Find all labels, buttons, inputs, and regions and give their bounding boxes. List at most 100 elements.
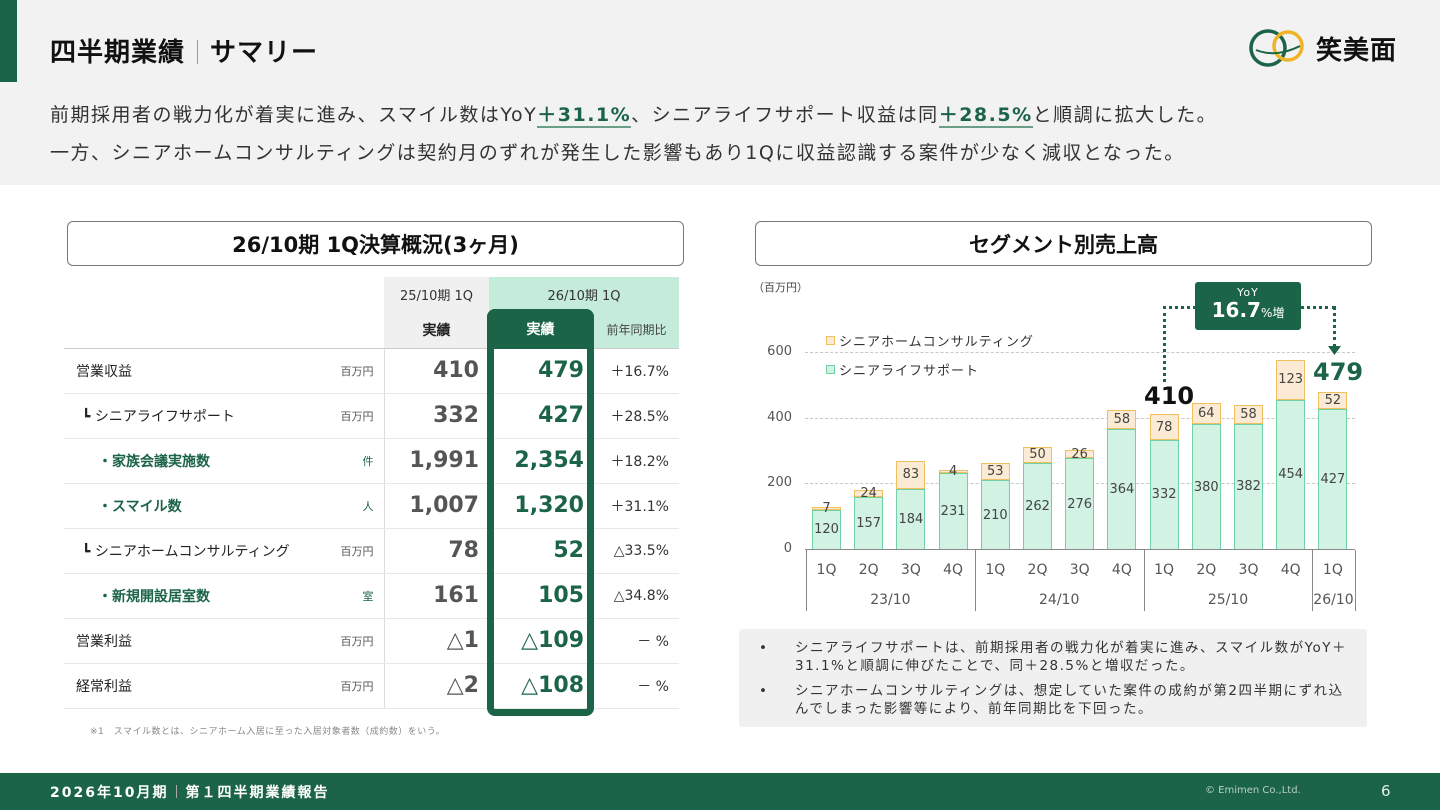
bar-segment-life-support: 332 <box>1149 439 1179 549</box>
arrow-down-icon <box>1328 346 1341 355</box>
yoy-value: 16.7 <box>1211 298 1261 322</box>
summary-text: 前期採用者の戦力化が着実に進み、スマイル数はYoY＋31.1%、シニアライフサポ… <box>50 96 1217 172</box>
x-quarter-label: 4Q <box>1111 562 1132 578</box>
stacked-bar: 210 53 <box>980 462 1010 549</box>
bar-segment-consulting: 52 <box>1318 391 1348 409</box>
yoy-suffix: %増 <box>1260 306 1285 320</box>
x-axis-divider <box>1143 550 1145 611</box>
note-item: • シニアホームコンサルティングは、想定していた案件の成約が第2四半期にずれ込んで… <box>759 682 1353 718</box>
table-row: ・家族会議実施数 件 1,991 2,354 ＋18.2% <box>64 438 679 484</box>
bar-segment-life-support: 157 <box>854 497 884 549</box>
row-cur-value: △109 <box>489 618 594 664</box>
row-label: ・スマイル数 <box>64 483 320 529</box>
bar-segment-life-support: 231 <box>938 473 968 549</box>
row-prev-value: 78 <box>383 528 489 574</box>
summary-text-part: と順調に拡大した。 <box>1032 104 1218 126</box>
row-label: ・新規開設居室数 <box>64 573 320 619</box>
x-quarter-label: 3Q <box>1238 562 1259 578</box>
x-year-label: 23/10 <box>870 592 911 608</box>
current-actual-header: 実績 <box>487 309 594 349</box>
table-section-title: 26/10期 1Q決算概況(3ヶ月) <box>67 221 684 266</box>
legend-swatch-life-support-icon <box>826 365 835 374</box>
table-row: ┗ シニアライフサポート 百万円 332 427 ＋28.5% <box>64 393 679 439</box>
chart-notes: • シニアライフサポートは、前期採用者の戦力化が着実に進み、スマイル数がYoY＋3… <box>739 629 1367 727</box>
stacked-bar: 231 4 <box>938 464 968 549</box>
row-cur-value: 2,354 <box>489 438 594 484</box>
note-item: • シニアライフサポートは、前期採用者の戦力化が着実に進み、スマイル数がYoY＋3… <box>759 639 1353 675</box>
chart-unit-label: （百万円） <box>753 281 808 294</box>
x-year-label: 26/10 <box>1313 592 1354 608</box>
x-quarter-label: 3Q <box>1069 562 1090 578</box>
stacked-bar: 157 24 <box>854 486 884 549</box>
bar-segment-consulting: 58 <box>1234 404 1263 424</box>
row-label: 営業利益 <box>64 618 320 664</box>
row-ratio: ＋31.1% <box>594 483 679 529</box>
legend-label: シニアホームコンサルティング <box>839 335 1034 350</box>
legend-swatch-consulting-icon <box>826 336 835 345</box>
row-cur-value: 1,320 <box>489 483 594 529</box>
note-text: シニアライフサポートは、前期採用者の戦力化が着実に進み、スマイル数がYoY＋31… <box>795 640 1348 674</box>
x-quarter-label: 1Q <box>816 562 837 578</box>
stacked-bar: 427 52 <box>1318 391 1348 549</box>
row-label: ┗ シニアホームコンサルティング <box>64 528 320 574</box>
blank-header <box>320 277 384 312</box>
header-panel: 四半期業績 サマリー 笑美面 前期採用者の戦力化が着実に進み、スマイル数はYoY＋… <box>0 0 1440 185</box>
highlight-life-support-growth: ＋28.5% <box>938 104 1033 128</box>
yoy-badge-value: 16.7%増 <box>1195 299 1301 324</box>
row-ratio: ＋18.2% <box>594 438 679 484</box>
row-ratio: － % <box>594 618 679 664</box>
y-tick-label: 200 <box>767 475 792 491</box>
row-prev-value: △1 <box>383 618 489 664</box>
bar-segment-consulting: 123 <box>1276 359 1306 400</box>
footer-report-name: 第１四半期業績報告 <box>185 785 330 801</box>
bar-segment-life-support: 276 <box>1065 458 1095 549</box>
bar-segment-life-support: 120 <box>812 509 841 549</box>
stacked-bar: 382 58 <box>1234 404 1263 549</box>
table-row: 営業収益 百万円 410 479 ＋16.7% <box>64 348 679 394</box>
bullet-icon: • <box>759 640 769 656</box>
row-prev-value: 332 <box>383 393 489 439</box>
summary-line-1: 前期採用者の戦力化が着実に進み、スマイル数はYoY＋31.1%、シニアライフサポ… <box>50 96 1217 134</box>
footer-bar: 2026年10月期 第１四半期業績報告 © Emimen Co.,Ltd. 6 <box>0 773 1440 810</box>
bar-segment-consulting: 83 <box>896 461 926 489</box>
x-quarter-label: 1Q <box>985 562 1006 578</box>
bar-segment-consulting: 50 <box>1023 446 1052 463</box>
y-tick-label: 400 <box>767 409 792 425</box>
x-year-label: 24/10 <box>1039 592 1080 608</box>
y-tick-label: 0 <box>783 541 792 556</box>
x-quarter-label: 1Q <box>1322 562 1343 578</box>
logo-text: 笑美面 <box>1316 35 1398 66</box>
page-title: 四半期業績 サマリー <box>50 32 318 69</box>
row-cur-value: 105 <box>489 573 594 619</box>
bar-segment-consulting: 26 <box>1065 447 1095 462</box>
y-tick-label: 600 <box>767 344 792 359</box>
row-ratio: ＋16.7% <box>594 348 679 394</box>
row-unit: 百万円 <box>320 618 385 664</box>
gridline <box>805 352 1355 353</box>
table-footnote: ※1 スマイル数とは、シニアホーム入居に至った入居対象者数（成約数）をいう。 <box>90 727 446 737</box>
page-title-sub: サマリー <box>210 38 319 68</box>
yoy-badge: YoY 16.7%増 <box>1195 282 1301 330</box>
stacked-bar: 380 64 <box>1191 403 1221 549</box>
total-label-cur: 479 <box>1313 358 1364 386</box>
footer-copyright: © Emimen Co.,Ltd. <box>1205 785 1301 796</box>
row-unit: 百万円 <box>320 663 385 709</box>
row-cur-value: 52 <box>489 528 594 574</box>
yoy-connector-line <box>1300 306 1336 309</box>
x-axis-divider <box>1354 550 1356 611</box>
stacked-bar: 276 26 <box>1065 447 1095 549</box>
bar-segment-consulting: 58 <box>1107 410 1137 430</box>
yoy-connector-line <box>1163 306 1196 309</box>
x-quarter-label: 4Q <box>1280 562 1301 578</box>
blank-header <box>64 312 320 349</box>
blank-header <box>64 277 320 312</box>
row-ratio: － % <box>594 663 679 709</box>
page-number: 6 <box>1381 782 1391 800</box>
row-ratio: △34.8% <box>594 573 679 619</box>
row-unit: 人 <box>320 483 385 529</box>
bar-segment-consulting: 4 <box>938 464 968 479</box>
table-row: ┗ シニアホームコンサルティング 百万円 78 52 △33.5% <box>64 528 679 574</box>
bar-segment-consulting: 7 <box>812 501 841 516</box>
stacked-bar: 364 58 <box>1107 410 1137 549</box>
row-prev-value: 410 <box>383 348 489 394</box>
